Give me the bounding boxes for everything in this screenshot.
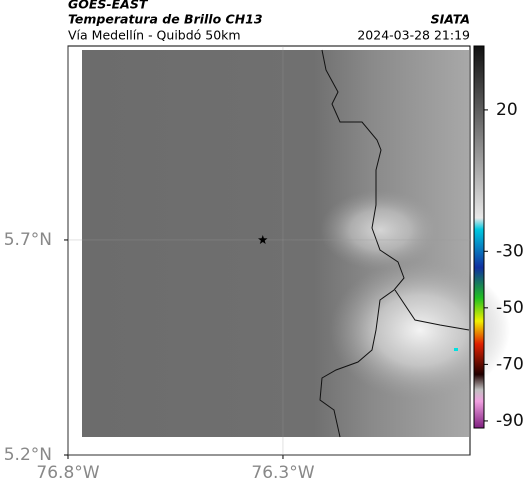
source: GOES-EAST	[68, 0, 149, 12]
map-layer: 76.8°W 76.3°W 5.2°N 5.7°N	[4, 46, 470, 483]
timestamp: 2024-03-28 21:19	[357, 28, 470, 43]
colorbar-tick-label: -70	[496, 354, 524, 374]
border-line	[319, 49, 405, 438]
y-tick-label: 5.7°N	[4, 230, 52, 250]
location-marker	[258, 235, 268, 244]
colorbar-tick-label: 20	[496, 100, 518, 120]
y-tick-label: 5.2°N	[4, 445, 52, 465]
cloud-bright	[330, 260, 510, 400]
colorbar-tick-label: -90	[496, 411, 524, 431]
cloud-bright	[320, 190, 440, 270]
colorbar-tick-label: -50	[496, 298, 524, 318]
brand: SIATA	[431, 12, 470, 27]
border-line	[394, 289, 470, 331]
cold-pixel	[454, 348, 458, 351]
x-tick-label: 76.8°W	[36, 463, 99, 483]
colorbar	[473, 45, 485, 429]
x-tick-label: 76.3°W	[251, 463, 314, 483]
colorbar-ticks: 20 -30 -50 -70 -90	[484, 100, 524, 431]
region: Vía Medellín - Quibdó 50km	[68, 28, 241, 43]
product: Temperatura de Brillo CH13	[68, 12, 263, 27]
colorbar-tick-label: -30	[496, 241, 524, 261]
